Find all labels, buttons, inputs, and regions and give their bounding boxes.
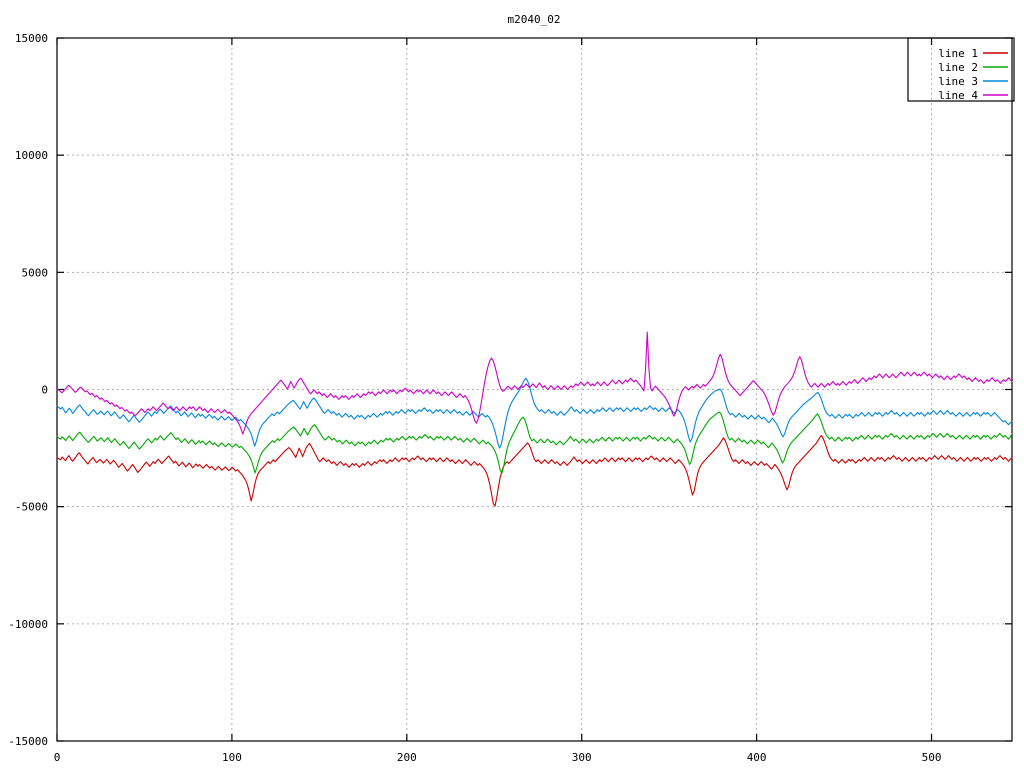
x-tick-label: 0 xyxy=(54,751,61,764)
x-tick-label: 100 xyxy=(222,751,242,764)
series-line-4 xyxy=(56,331,1013,435)
x-axis-tick-labels: 0 100 200 300 400 500 xyxy=(54,751,942,764)
x-tick-label: 400 xyxy=(747,751,767,764)
grid-lines xyxy=(56,37,1012,742)
legend-label-4: line 4 xyxy=(938,89,978,102)
x-tick-label: 300 xyxy=(572,751,592,764)
y-tick-label: -10000 xyxy=(8,618,48,631)
series-line-3 xyxy=(56,377,1013,449)
chart-title: m2040_02 xyxy=(508,13,561,26)
x-tick-label: 200 xyxy=(397,751,417,764)
series-line-2 xyxy=(56,411,1013,474)
y-tick-label: -5000 xyxy=(15,501,48,514)
legend-border xyxy=(907,37,1015,102)
legend-label-1: line 1 xyxy=(938,47,978,60)
y-tick-label: -15000 xyxy=(8,735,48,748)
legend-label-2: line 2 xyxy=(938,61,978,74)
data-series-group xyxy=(56,331,1013,507)
y-tick-label: 10000 xyxy=(15,149,48,162)
x-tick-label: 500 xyxy=(922,751,942,764)
y-tick-label: 15000 xyxy=(15,32,48,45)
y-axis-tick-labels: 15000 10000 5000 0 -5000 -10000 -15000 xyxy=(8,32,48,748)
series-line-1 xyxy=(56,434,1013,507)
legend-label-3: line 3 xyxy=(938,75,978,88)
y-tick-label: 5000 xyxy=(22,266,49,279)
y-tick-label: 0 xyxy=(41,384,48,397)
